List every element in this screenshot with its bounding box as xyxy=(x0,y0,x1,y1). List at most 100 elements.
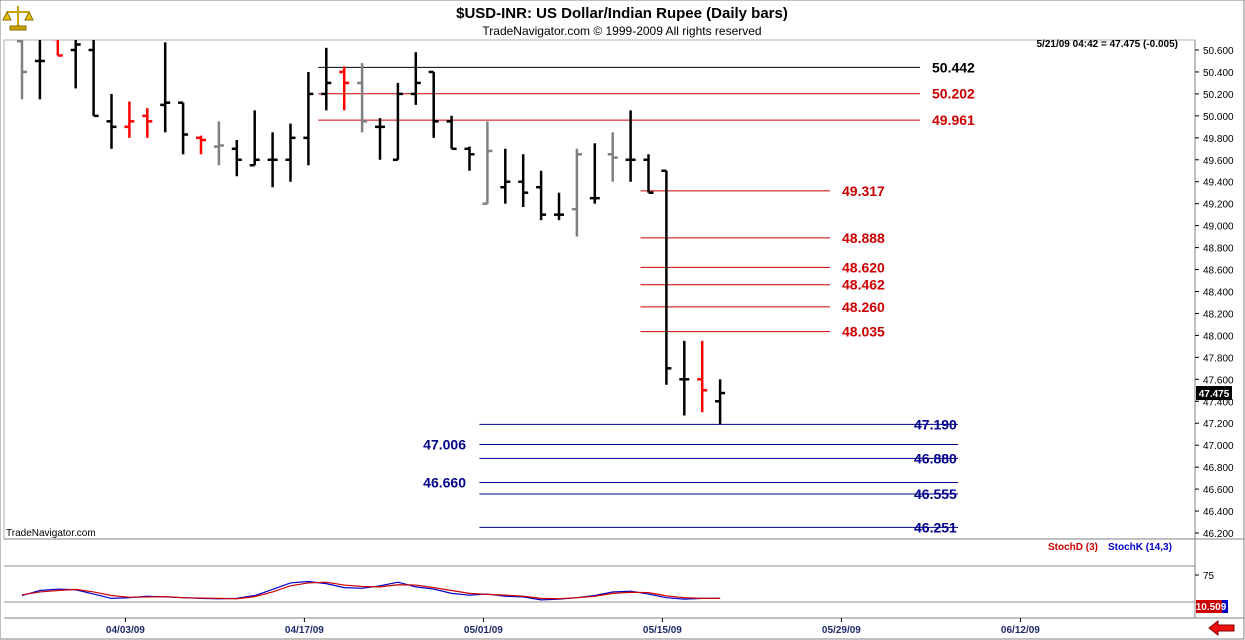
level-label-50.202: 50.202 xyxy=(932,86,975,102)
ohlc-bar xyxy=(34,40,45,100)
price-levels: 50.442 50.202 49.961 49.317 48.888 48.620 48.4… xyxy=(318,59,975,535)
y-tick-label: 46.400 xyxy=(1203,507,1234,518)
x-tick-label: 05/15/09 xyxy=(643,625,682,636)
scale-icon xyxy=(2,6,34,31)
stochastic-panel: 75 xyxy=(4,565,1215,603)
x-tick-label: 04/17/09 xyxy=(285,625,324,636)
ohlc-bar xyxy=(446,115,457,151)
level-label-48.260: 48.260 xyxy=(842,299,885,315)
y-tick-label: 50.600 xyxy=(1203,46,1234,57)
ohlc-bar xyxy=(178,101,189,155)
chart-subtitle: TradeNavigator.com © 1999-2009 All right… xyxy=(482,24,761,38)
ohlc-bar xyxy=(124,101,135,138)
level-label-48.462: 48.462 xyxy=(842,277,885,293)
level-label-46.555: 46.555 xyxy=(914,486,957,502)
ohlc-bar xyxy=(697,340,708,413)
legend-stochk: StochK (14,3) xyxy=(1108,542,1172,553)
ohlc-bar xyxy=(482,121,493,205)
ohlc-bar xyxy=(410,52,421,105)
x-tick-label: 05/01/09 xyxy=(464,625,503,636)
ohlc-bar xyxy=(17,40,27,100)
y-tick-label: 46.800 xyxy=(1203,463,1234,474)
svg-text:47.475: 47.475 xyxy=(1199,389,1230,400)
ohlc-bar xyxy=(196,135,206,155)
y-tick-label: 47.800 xyxy=(1203,353,1234,364)
ohlc-bar xyxy=(267,132,278,188)
ohlc-bar xyxy=(303,71,314,166)
ohlc-bar xyxy=(643,154,654,194)
y-tick-label: 50.400 xyxy=(1203,68,1234,79)
ohlc-bar xyxy=(500,148,511,204)
y-tick-label: 47.200 xyxy=(1203,419,1234,430)
x-tick-label: 05/29/09 xyxy=(822,625,861,636)
x-tick-label: 06/12/09 xyxy=(1001,625,1040,636)
red-left-arrow-icon[interactable] xyxy=(1208,619,1235,637)
ohlc-bar xyxy=(142,108,153,138)
ohlc-bar xyxy=(357,63,368,133)
y-tick-label: 47.000 xyxy=(1203,441,1234,452)
ohlc-bar xyxy=(70,40,81,89)
y-tick-label: 48.200 xyxy=(1203,309,1234,320)
ohlc-bar xyxy=(160,42,171,133)
level-label-50.442: 50.442 xyxy=(932,59,975,75)
ohlc-bar xyxy=(249,110,260,167)
stochd-line xyxy=(21,581,721,600)
ohlc-bar xyxy=(106,93,117,149)
ohlc-bar xyxy=(518,154,529,207)
ohlc-bar xyxy=(375,118,385,160)
level-label-48.888: 48.888 xyxy=(842,230,885,246)
y-tick-label: 46.200 xyxy=(1203,529,1234,540)
y-tick-label: 50.000 xyxy=(1203,112,1234,123)
ohlc-bar xyxy=(715,379,726,425)
y-tick-label: 48.600 xyxy=(1203,266,1234,277)
level-label-46.880: 46.880 xyxy=(914,450,957,466)
svg-text:10.509: 10.509 xyxy=(1196,602,1227,613)
ohlc-bar xyxy=(589,143,600,204)
x-tick-label: 04/03/09 xyxy=(106,625,145,636)
ohlc-bar xyxy=(88,40,99,118)
ohlc-bar xyxy=(625,110,636,182)
level-label-46.660: 46.660 xyxy=(423,475,466,491)
y-tick-label: 50.200 xyxy=(1203,90,1234,101)
ohlc-bar xyxy=(536,170,547,221)
ohlc-bar xyxy=(231,140,242,177)
level-label-49.317: 49.317 xyxy=(842,183,885,199)
stochastic-legend: StochD (3) StochK (14,3) xyxy=(1048,542,1172,553)
watermark: TradeNavigator.com xyxy=(6,528,96,539)
y-tick-label: 49.200 xyxy=(1203,200,1234,211)
level-label-46.251: 46.251 xyxy=(914,519,957,535)
ohlc-bar xyxy=(571,148,582,237)
chart-header: $USD-INR: US Dollar/Indian Rupee (Daily … xyxy=(456,5,788,38)
y-tick-label: 49.000 xyxy=(1203,222,1234,233)
y-tick-label: 47.600 xyxy=(1203,375,1234,386)
ohlc-bar xyxy=(428,70,439,138)
y-axis-ticks: 50.600 50.400 50.200 50.000 49.800 49.600 49.4… xyxy=(1195,46,1234,540)
ohlc-bar xyxy=(464,146,475,171)
y-tick-label: 47.400 xyxy=(1203,397,1234,408)
level-label-47.190: 47.190 xyxy=(914,416,957,432)
y-tick-label: 49.400 xyxy=(1203,178,1234,189)
ohlc-bar xyxy=(679,340,690,416)
y-tick-label: 49.600 xyxy=(1203,156,1234,167)
y-tick-label: 49.800 xyxy=(1203,134,1234,145)
level-label-47.006: 47.006 xyxy=(423,437,466,453)
status-readout: 5/21/09 04:42 = 47.475 (-0.005) xyxy=(1037,39,1179,50)
price-bars xyxy=(17,40,726,425)
level-label-48.035: 48.035 xyxy=(842,324,885,340)
legend-stochd: StochD (3) xyxy=(1048,542,1098,553)
last-price-badge: 47.475 xyxy=(1196,386,1232,401)
chart-title: $USD-INR: US Dollar/Indian Rupee (Daily … xyxy=(456,5,788,22)
stoch-tick-label: 75 xyxy=(1203,571,1215,582)
level-label-48.620: 48.620 xyxy=(842,259,885,275)
ohlc-bar xyxy=(52,40,63,57)
ohlc-bar xyxy=(607,132,618,182)
y-tick-label: 48.800 xyxy=(1203,244,1234,255)
ohlc-bar xyxy=(554,192,564,221)
ohlc-bar xyxy=(661,169,672,385)
ohlc-bar xyxy=(321,47,332,111)
stoch-badge: 10.509 xyxy=(1196,600,1228,613)
ohlc-bar xyxy=(339,66,350,111)
ohlc-bar xyxy=(392,82,403,162)
